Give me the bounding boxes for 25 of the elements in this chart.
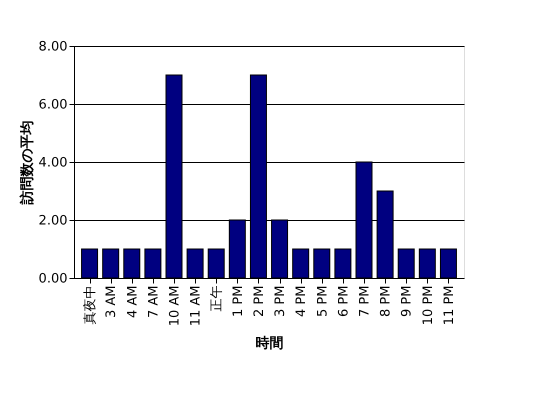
y-tick-label: 4.00 bbox=[38, 156, 68, 170]
x-tick-label: 1 PM bbox=[230, 286, 246, 317]
x-tick-label: 真夜中 bbox=[82, 286, 98, 324]
y-tick-label: 6.00 bbox=[38, 98, 68, 112]
x-tick-label: 11 AM bbox=[188, 286, 204, 326]
x-tick-label: 5 PM bbox=[315, 286, 330, 317]
x-axis-title: 時間 bbox=[256, 335, 284, 352]
x-tick-label: 6 PM bbox=[336, 286, 352, 317]
x-tick-label: 11 PM bbox=[442, 286, 457, 326]
y-tick-label: 8.00 bbox=[38, 40, 68, 54]
x-tick-label: 正午 bbox=[210, 286, 225, 312]
y-axis-title: 訪問数の平均 bbox=[18, 120, 36, 206]
x-tick-label: 10 AM bbox=[168, 286, 182, 326]
x-tick-label: 3 AM bbox=[104, 286, 120, 318]
x-tick-label: 7 PM bbox=[358, 286, 372, 317]
x-tick-label: 7 AM bbox=[146, 286, 162, 318]
y-tick-label: 2.00 bbox=[38, 214, 68, 228]
x-tick-label: 3 PM bbox=[273, 286, 288, 317]
x-tick-label: 10 PM bbox=[420, 286, 436, 326]
x-tick-label: 9 PM bbox=[400, 286, 415, 317]
x-tick-label: 8 PM bbox=[378, 286, 394, 317]
x-tick-label: 4 AM bbox=[125, 286, 140, 318]
x-tick-label: 4 PM bbox=[294, 286, 310, 317]
y-tick-label: 0.00 bbox=[38, 272, 68, 286]
x-tick-label: 2 PM bbox=[252, 286, 267, 317]
